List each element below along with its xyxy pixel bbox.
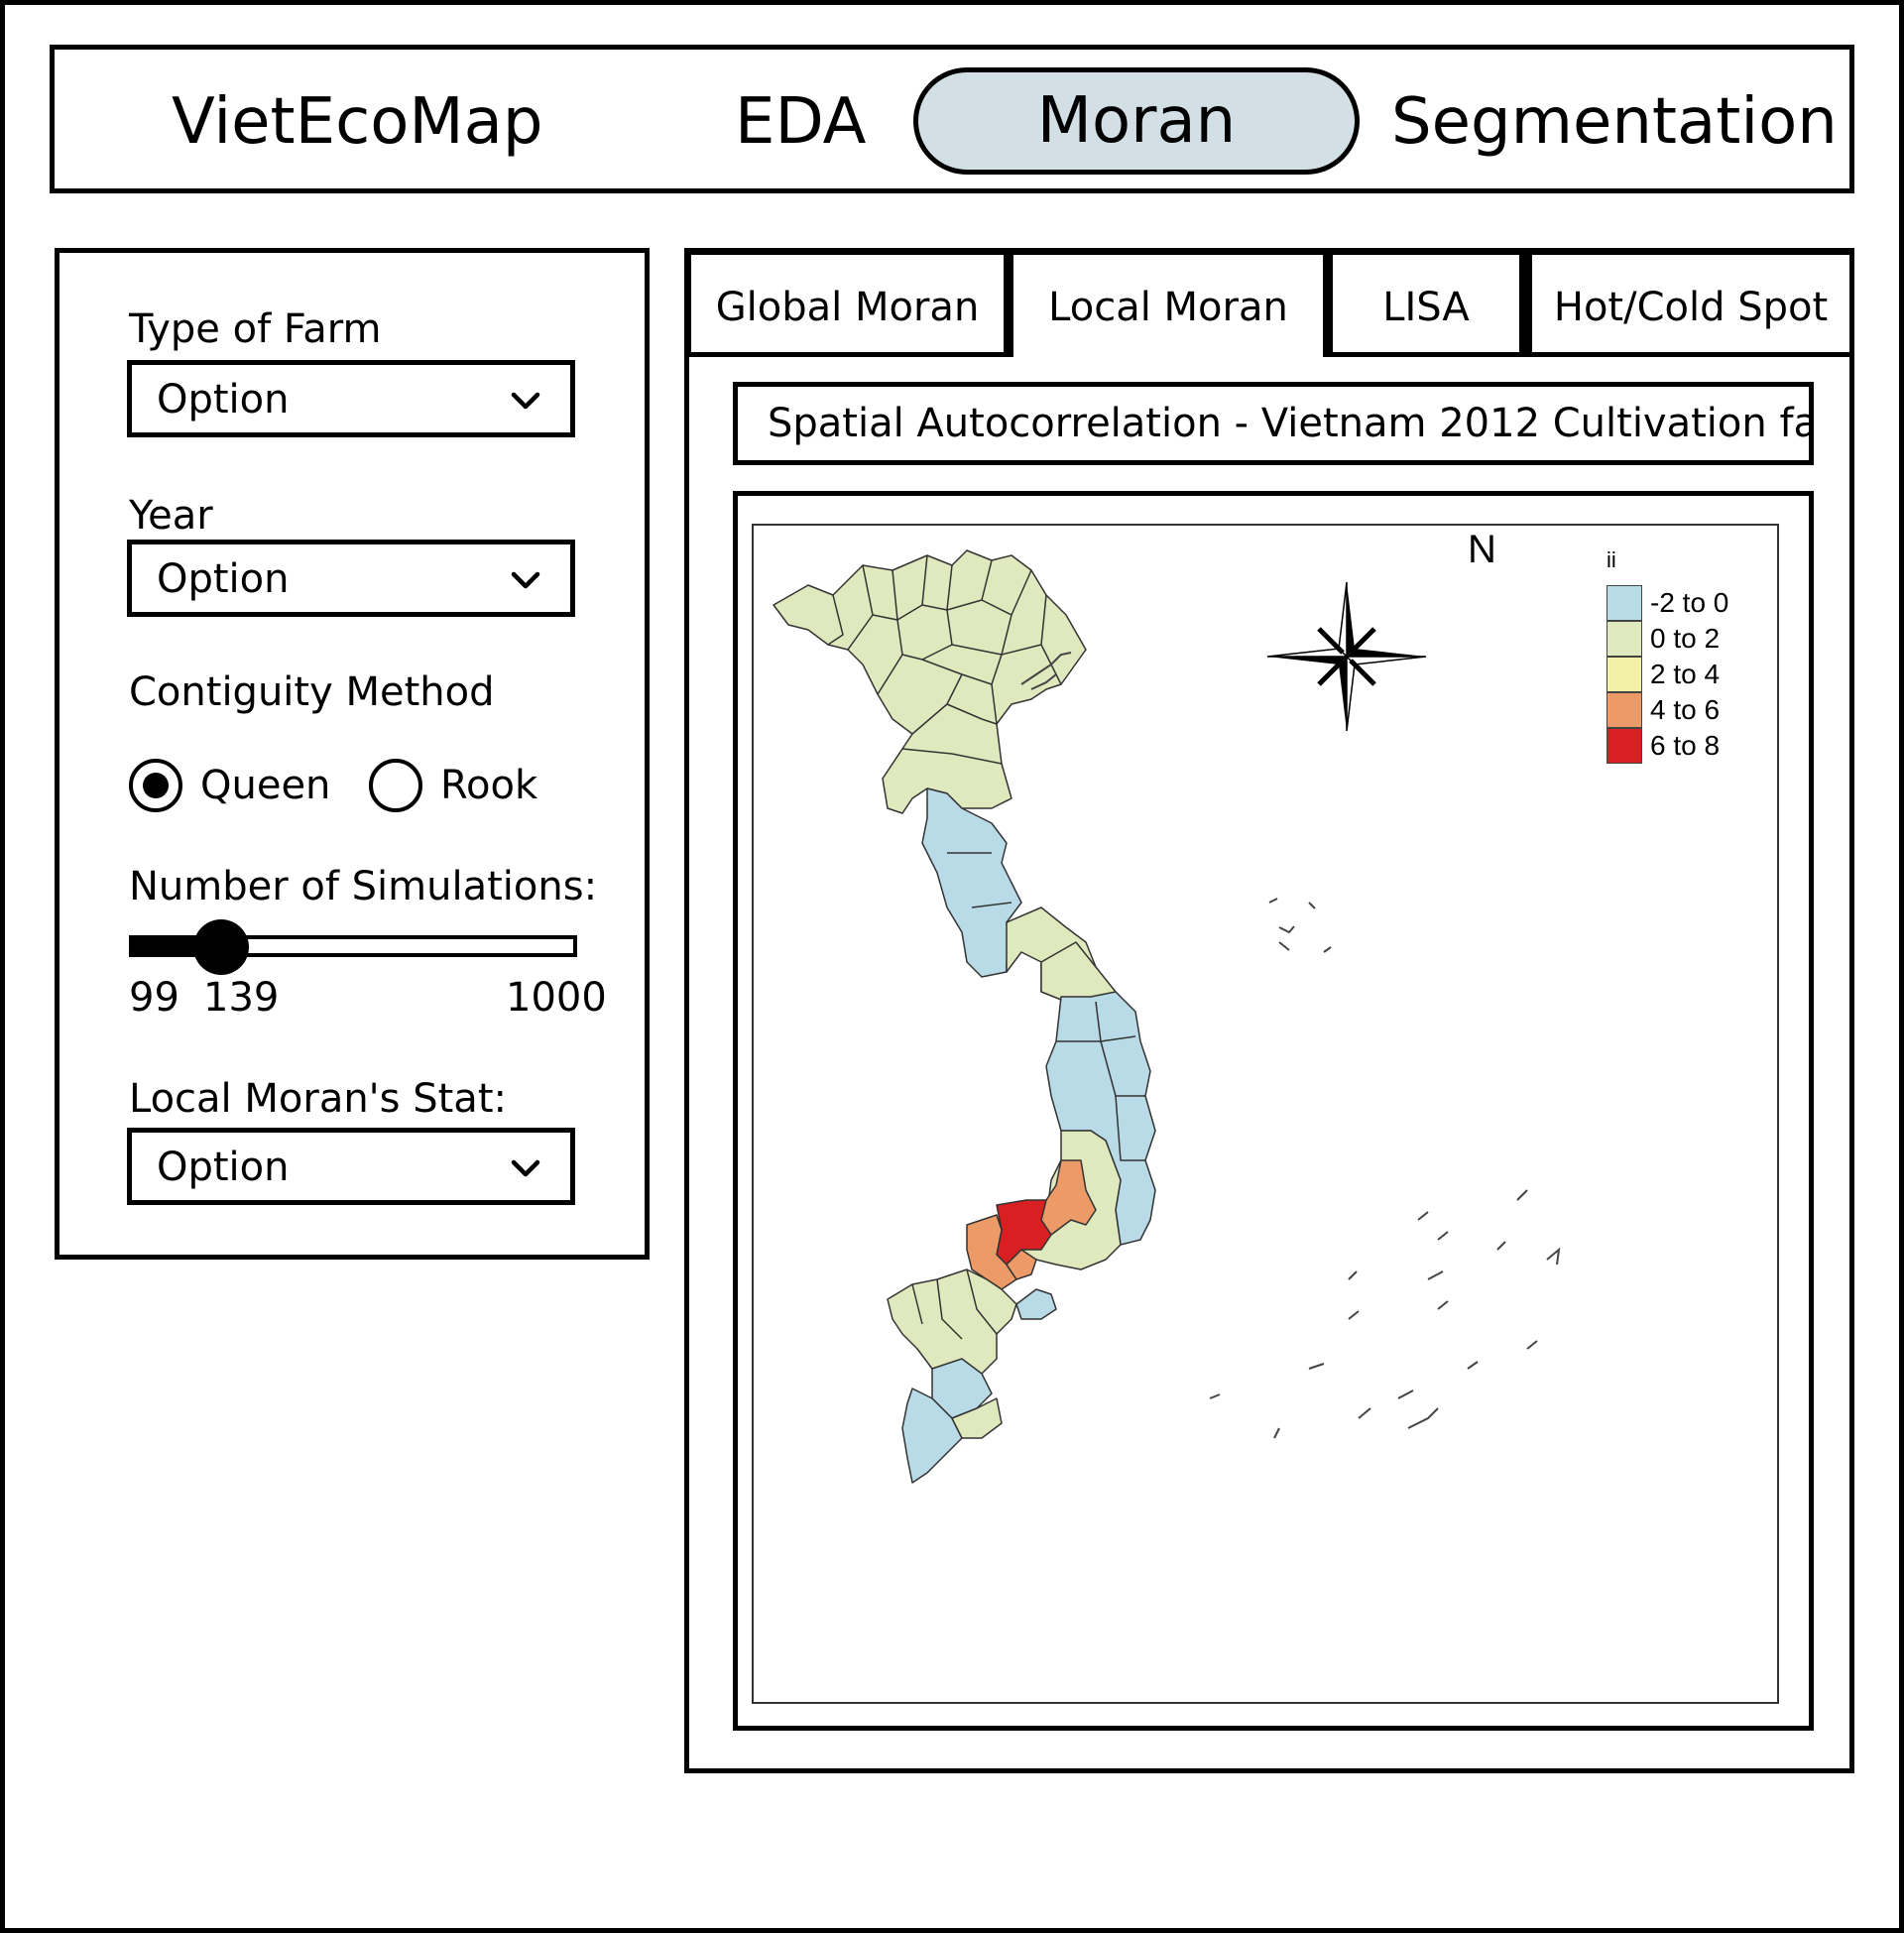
legend-swatch	[1606, 728, 1642, 764]
tab-hot-cold-spot[interactable]: Hot/Cold Spot	[1524, 250, 1854, 357]
vietnam-choropleth-map	[773, 549, 1561, 1484]
slider-value-label: 139	[203, 975, 280, 1021]
legend-label: 2 to 4	[1650, 659, 1721, 689]
contiguity-label: Contiguity Method	[129, 669, 495, 715]
legend-title: ii	[1606, 547, 1616, 572]
legend-swatch	[1606, 585, 1642, 621]
nav-tab-segmentation[interactable]: Segmentation	[1391, 85, 1838, 159]
island-truong-sa-6	[1496, 1241, 1506, 1251]
legend-swatch	[1606, 692, 1642, 728]
radio-dot	[143, 773, 169, 798]
radio-rook-label: Rook	[440, 763, 538, 808]
island-truong-sa-3	[1427, 1270, 1444, 1280]
province-border	[877, 554, 928, 695]
year-label: Year	[129, 493, 213, 539]
province-border	[936, 1278, 963, 1340]
legend-label: 6 to 8	[1650, 730, 1721, 761]
nav-tab-eda[interactable]: EDA	[735, 85, 867, 159]
island-truong-sa-1	[1417, 1211, 1429, 1221]
island-truong-sa-17	[1348, 1270, 1358, 1280]
province-border	[1115, 1095, 1145, 1161]
region-4-to-6-c	[1006, 1249, 1037, 1280]
region-central-highlands	[1045, 991, 1156, 1246]
farm-type-label: Type of Farm	[129, 306, 382, 352]
top-nav: VietEcoMap EDA Moran Segmentation	[50, 45, 1854, 193]
province-border	[901, 748, 1003, 765]
chevron-down-icon	[511, 1159, 540, 1177]
map-plot[interactable]: N ii -2 to 0 0 to 2 2 to 4 4 to 6 6 to 8	[752, 524, 1779, 1704]
province-border	[901, 559, 993, 661]
local-stat-value: Option	[157, 1145, 290, 1190]
province-border	[911, 1283, 923, 1325]
island-hoang-sa-4	[1278, 941, 1290, 951]
local-stat-label: Local Moran's Stat:	[129, 1076, 507, 1122]
slider-min-label: 99	[129, 975, 179, 1021]
farm-type-value: Option	[157, 377, 290, 423]
island-halong-2	[1030, 673, 1057, 690]
legend-swatch	[1606, 657, 1642, 692]
chevron-down-icon	[511, 392, 540, 410]
province-border	[921, 594, 1047, 685]
map-container: N ii -2 to 0 0 to 2 2 to 4 4 to 6 6 to 8	[733, 491, 1814, 1731]
province-border	[966, 1269, 998, 1335]
tab-local-moran[interactable]: Local Moran	[1009, 250, 1328, 357]
legend-swatch	[1606, 621, 1642, 657]
sidebar-controls: Type of Farm Option Year Option Contigui…	[55, 248, 650, 1260]
slider-handle[interactable]	[192, 919, 249, 975]
map-title: Spatial Autocorrelation - Vietnam 2012 C…	[733, 382, 1814, 465]
island-hoang-sa-2	[1308, 902, 1316, 909]
island-truong-sa-14	[1526, 1340, 1538, 1350]
island-truong-sa-5	[1546, 1247, 1561, 1266]
island-truong-sa-2	[1437, 1231, 1449, 1241]
slider-max-label: 1000	[506, 975, 607, 1021]
region-4-to-6-a	[1040, 1159, 1097, 1236]
province-border	[971, 902, 1012, 908]
north-label: N	[1468, 528, 1496, 571]
radio-circle-selected	[129, 759, 182, 812]
province-border	[827, 594, 844, 646]
province-border	[991, 683, 998, 725]
chevron-down-icon	[511, 571, 540, 589]
tab-lisa[interactable]: LISA	[1328, 250, 1524, 357]
island-truong-sa-11	[1358, 1407, 1371, 1419]
radio-rook[interactable]: Rook	[369, 759, 547, 814]
year-value: Option	[157, 556, 290, 602]
island-truong-sa-7	[1437, 1300, 1449, 1310]
tab-global-moran[interactable]: Global Moran	[686, 250, 1009, 357]
legend-label: 0 to 2	[1650, 623, 1721, 654]
island-hoang-sa-1	[1268, 898, 1278, 904]
region-north	[773, 549, 1087, 814]
north-arrow-icon	[1266, 581, 1427, 732]
legend-label: -2 to 0	[1650, 587, 1729, 618]
farm-type-select[interactable]: Option	[127, 360, 575, 437]
island-truong-sa-9	[1308, 1363, 1325, 1370]
legend-label: 4 to 6	[1650, 694, 1721, 725]
island-truong-sa-16	[1209, 1393, 1221, 1399]
main-panel: Global Moran Local Moran LISA Hot/Cold S…	[684, 248, 1854, 1773]
province-border	[946, 703, 998, 725]
region-delta-green-b	[951, 1397, 1003, 1439]
island-truong-sa-12	[1407, 1407, 1439, 1429]
brand-logo[interactable]: VietEcoMap	[172, 85, 543, 159]
radio-queen[interactable]: Queen	[129, 759, 331, 814]
island-truong-sa-10	[1397, 1389, 1414, 1399]
island-truong-sa-15	[1273, 1427, 1280, 1439]
simulations-label: Number of Simulations:	[129, 864, 598, 909]
nav-tab-moran[interactable]: Moran	[913, 67, 1360, 175]
radio-queen-label: Queen	[200, 763, 331, 808]
region-delta-blue-a	[1015, 1288, 1057, 1320]
island-truong-sa-13	[1467, 1361, 1479, 1370]
island-hoang-sa-3	[1278, 925, 1295, 934]
region-ca-mau	[901, 1388, 963, 1484]
simulations-slider[interactable]	[129, 919, 577, 975]
island-truong-sa-8	[1348, 1310, 1360, 1320]
island-hoang-sa-5	[1323, 946, 1332, 953]
local-stat-select[interactable]: Option	[127, 1128, 575, 1205]
radio-circle	[369, 759, 422, 812]
island-halong	[1020, 652, 1072, 685]
year-select[interactable]: Option	[127, 540, 575, 617]
island-truong-sa-4	[1516, 1189, 1528, 1201]
